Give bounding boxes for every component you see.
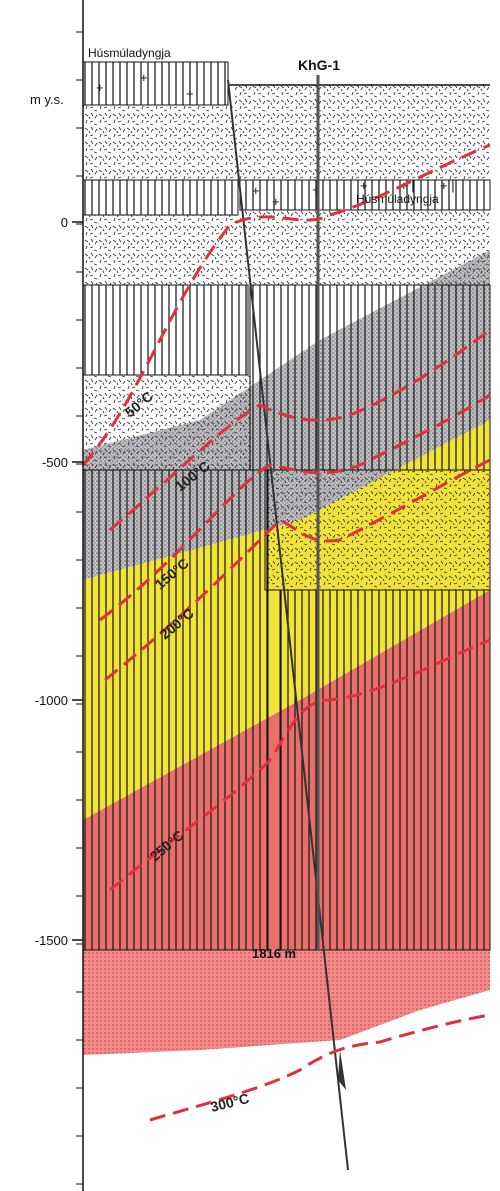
svg-text:+: + xyxy=(96,80,104,95)
lava xyxy=(83,62,228,105)
svg-text:+: + xyxy=(272,194,280,209)
axis-unit: m y.s. xyxy=(30,92,64,107)
tick-label: -500 xyxy=(42,455,68,470)
breccia xyxy=(83,375,253,470)
svg-text:+: + xyxy=(140,70,148,85)
svg-text:+: + xyxy=(360,178,368,193)
pink-stipple xyxy=(83,950,490,1055)
cross-section: +++ +++ ++ |+ | 0-500-1000-1500 m y.s. K… xyxy=(0,0,500,1191)
tick-label: -1000 xyxy=(35,693,68,708)
breccia xyxy=(235,85,490,180)
tick-label: 0 xyxy=(61,215,68,230)
lava xyxy=(83,470,268,950)
breccia xyxy=(245,210,490,285)
lava xyxy=(83,180,238,215)
well-depth: 1816 m xyxy=(252,946,296,961)
breccia xyxy=(83,105,233,180)
tick-label: -1500 xyxy=(35,933,68,948)
well-name: KhG-1 xyxy=(298,57,340,73)
formation-label: Húsmúladyngja xyxy=(356,192,439,206)
breccia xyxy=(83,215,243,285)
lava xyxy=(250,285,490,470)
svg-text:+: + xyxy=(186,86,194,101)
svg-text:+ |: + | xyxy=(440,178,455,193)
svg-text:+: + xyxy=(252,183,260,198)
breccia xyxy=(265,470,490,590)
axis-ticks: 0 -500 -1000 -1500 xyxy=(35,32,83,1184)
formation-label: Húsmúladyngja xyxy=(88,46,171,60)
lava xyxy=(280,590,490,950)
isotherm-label: 300°C xyxy=(209,1090,251,1115)
